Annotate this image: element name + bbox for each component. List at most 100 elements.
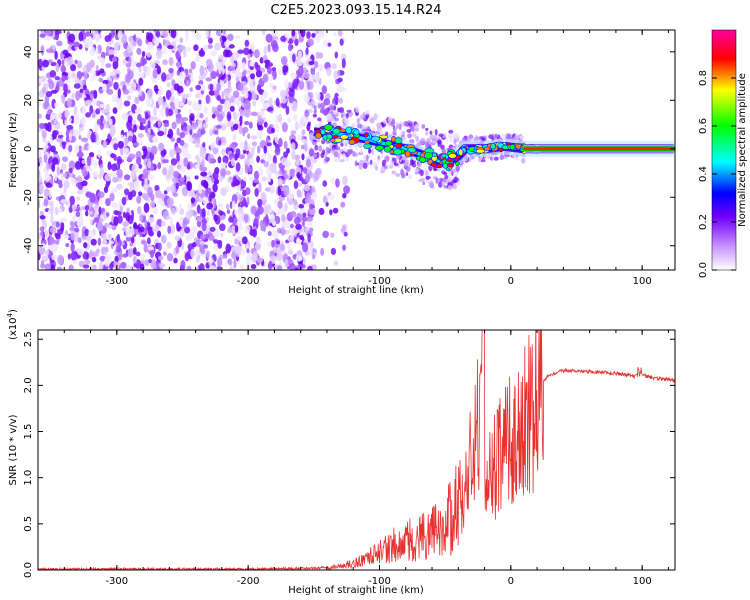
spectrogram-noise-speck xyxy=(176,116,181,125)
spectrogram-noise-speck xyxy=(110,163,118,172)
spectrogram-noise-speck xyxy=(341,58,346,69)
spectrogram-noise-speck xyxy=(238,124,243,135)
spectrogram-halo-speck xyxy=(384,155,390,162)
spectrogram-noise-speck xyxy=(280,35,287,42)
spectrogram-noise-speck xyxy=(230,225,236,236)
spectrogram-noise-speck xyxy=(203,106,208,115)
spectrogram-noise-speck xyxy=(58,208,63,213)
spectrogram-noise-speck xyxy=(100,246,105,255)
spectrogram-noise-speck xyxy=(295,223,302,230)
spectrogram-noise-speck xyxy=(220,187,227,196)
spectrogram-halo-speck xyxy=(381,159,387,166)
spectrogram-noise-speck xyxy=(312,264,318,270)
spectrogram-halo-speck xyxy=(425,170,429,177)
spectrogram-noise-speck xyxy=(235,67,240,78)
spectrogram-noise-speck xyxy=(142,168,149,179)
spectrogram-frame xyxy=(37,29,676,271)
spectrogram-noise-speck xyxy=(218,203,224,208)
spectrogram-noise-speck xyxy=(135,62,142,68)
spectrogram-noise-speck xyxy=(133,225,141,230)
spectrogram-noise-speck xyxy=(70,177,77,185)
spectrogram-y-tick-label: 20 xyxy=(23,94,34,107)
spectrogram-noise-speck xyxy=(41,255,49,263)
spectrogram-noise-speck xyxy=(290,130,297,135)
spectrogram-halo-speck xyxy=(448,129,454,134)
spectrogram-noise-speck xyxy=(159,263,165,268)
spectrogram-noise-speck xyxy=(308,148,315,157)
spectrogram-noise-speck xyxy=(178,176,185,182)
spectrogram-noise-speck xyxy=(204,175,211,181)
spectrogram-noise-speck xyxy=(71,204,78,211)
spectrogram-noise-speck xyxy=(272,221,276,227)
spectrogram-noise-speck xyxy=(244,187,251,195)
spectrogram-noise-speck xyxy=(87,210,94,216)
spectrogram-noise-speck xyxy=(111,202,118,209)
spectrogram-noise-speck xyxy=(163,122,170,128)
spectrogram-noise-speck xyxy=(242,108,250,117)
spectrogram-noise-speck xyxy=(134,180,140,191)
spectrogram-noise-speck xyxy=(288,94,295,104)
spectrogram-halo-speck xyxy=(455,166,460,173)
spectrogram-noise-speck xyxy=(162,59,168,66)
spectrogram-noise-speck xyxy=(107,161,112,171)
spectrogram-noise-speck xyxy=(301,216,309,222)
spectrogram-noise-speck xyxy=(266,66,272,75)
spectrogram-noise-speck xyxy=(338,97,344,104)
spectrogram-noise-speck xyxy=(157,119,162,128)
spectrogram-noise-speck xyxy=(210,49,217,57)
spectrogram-noise-speck xyxy=(205,30,209,38)
spectrogram-track-blob xyxy=(435,163,443,169)
spectrogram-track-blob xyxy=(383,146,392,153)
spectrogram-halo-speck xyxy=(418,178,423,183)
spectrogram-noise-speck xyxy=(280,97,288,104)
spectrogram-noise-speck xyxy=(138,66,142,72)
spectrogram-noise-speck xyxy=(270,184,275,195)
spectrogram-noise-speck xyxy=(138,163,143,169)
spectrogram-noise-speck xyxy=(72,259,78,265)
spectrogram-halo-speck xyxy=(356,118,360,125)
spectrogram-halo-speck xyxy=(419,162,422,167)
spectrogram-noise-speck xyxy=(182,48,187,58)
spectrogram-noise-speck xyxy=(73,41,80,48)
spectrogram-noise-speck xyxy=(48,81,55,90)
spectrogram-noise-speck xyxy=(111,94,118,103)
spectrogram-noise-speck xyxy=(70,231,75,241)
spectrogram-y-tick-label: 40 xyxy=(23,45,34,58)
spectrogram-halo-speck xyxy=(327,149,331,154)
spectrogram-noise-speck xyxy=(144,227,148,236)
spectrogram-halo-speck xyxy=(389,160,395,167)
spectrogram-noise-speck xyxy=(71,92,76,99)
spectrogram-noise-speck xyxy=(57,254,64,265)
spectrogram-halo-speck xyxy=(325,157,331,161)
spectrogram-noise-speck xyxy=(322,230,329,239)
spectrogram-noise-speck xyxy=(233,90,240,98)
spectrogram-noise-speck xyxy=(263,45,267,55)
spectrogram-noise-speck xyxy=(257,205,264,215)
spectrogram-noise-speck xyxy=(119,146,124,156)
spectrogram-halo-speck xyxy=(320,107,326,114)
spectrogram-noise-speck xyxy=(81,105,87,116)
spectrogram-noise-speck xyxy=(312,254,316,260)
spectrogram-noise-speck xyxy=(221,36,227,42)
spectrogram-noise-speck xyxy=(236,216,243,222)
spectrogram-noise-speck xyxy=(95,248,101,254)
spectrogram-noise-speck xyxy=(337,30,343,37)
spectrogram-noise-speck xyxy=(192,241,197,248)
spectrogram-noise-speck xyxy=(68,264,74,270)
spectrogram-noise-speck xyxy=(116,183,123,190)
spectrogram-noise-speck xyxy=(71,215,76,223)
spectrogram-noise-speck xyxy=(270,39,278,49)
spectrogram-noise-speck xyxy=(148,88,153,98)
spectrogram-noise-speck xyxy=(137,133,144,139)
spectrogram-noise-speck xyxy=(162,159,169,164)
spectrogram-noise-speck xyxy=(217,104,223,110)
spectrogram-noise-speck xyxy=(50,214,54,224)
spectrogram-halo-speck xyxy=(429,134,435,141)
spectrogram-noise-speck xyxy=(318,207,325,216)
spectrogram-noise-speck xyxy=(155,50,163,60)
spectrogram-noise-speck xyxy=(161,234,167,244)
spectrogram-noise-speck xyxy=(95,33,100,44)
spectrogram-halo-speck xyxy=(441,181,445,187)
spectrogram-noise-speck xyxy=(132,255,137,265)
spectrogram-noise-speck xyxy=(152,136,159,142)
